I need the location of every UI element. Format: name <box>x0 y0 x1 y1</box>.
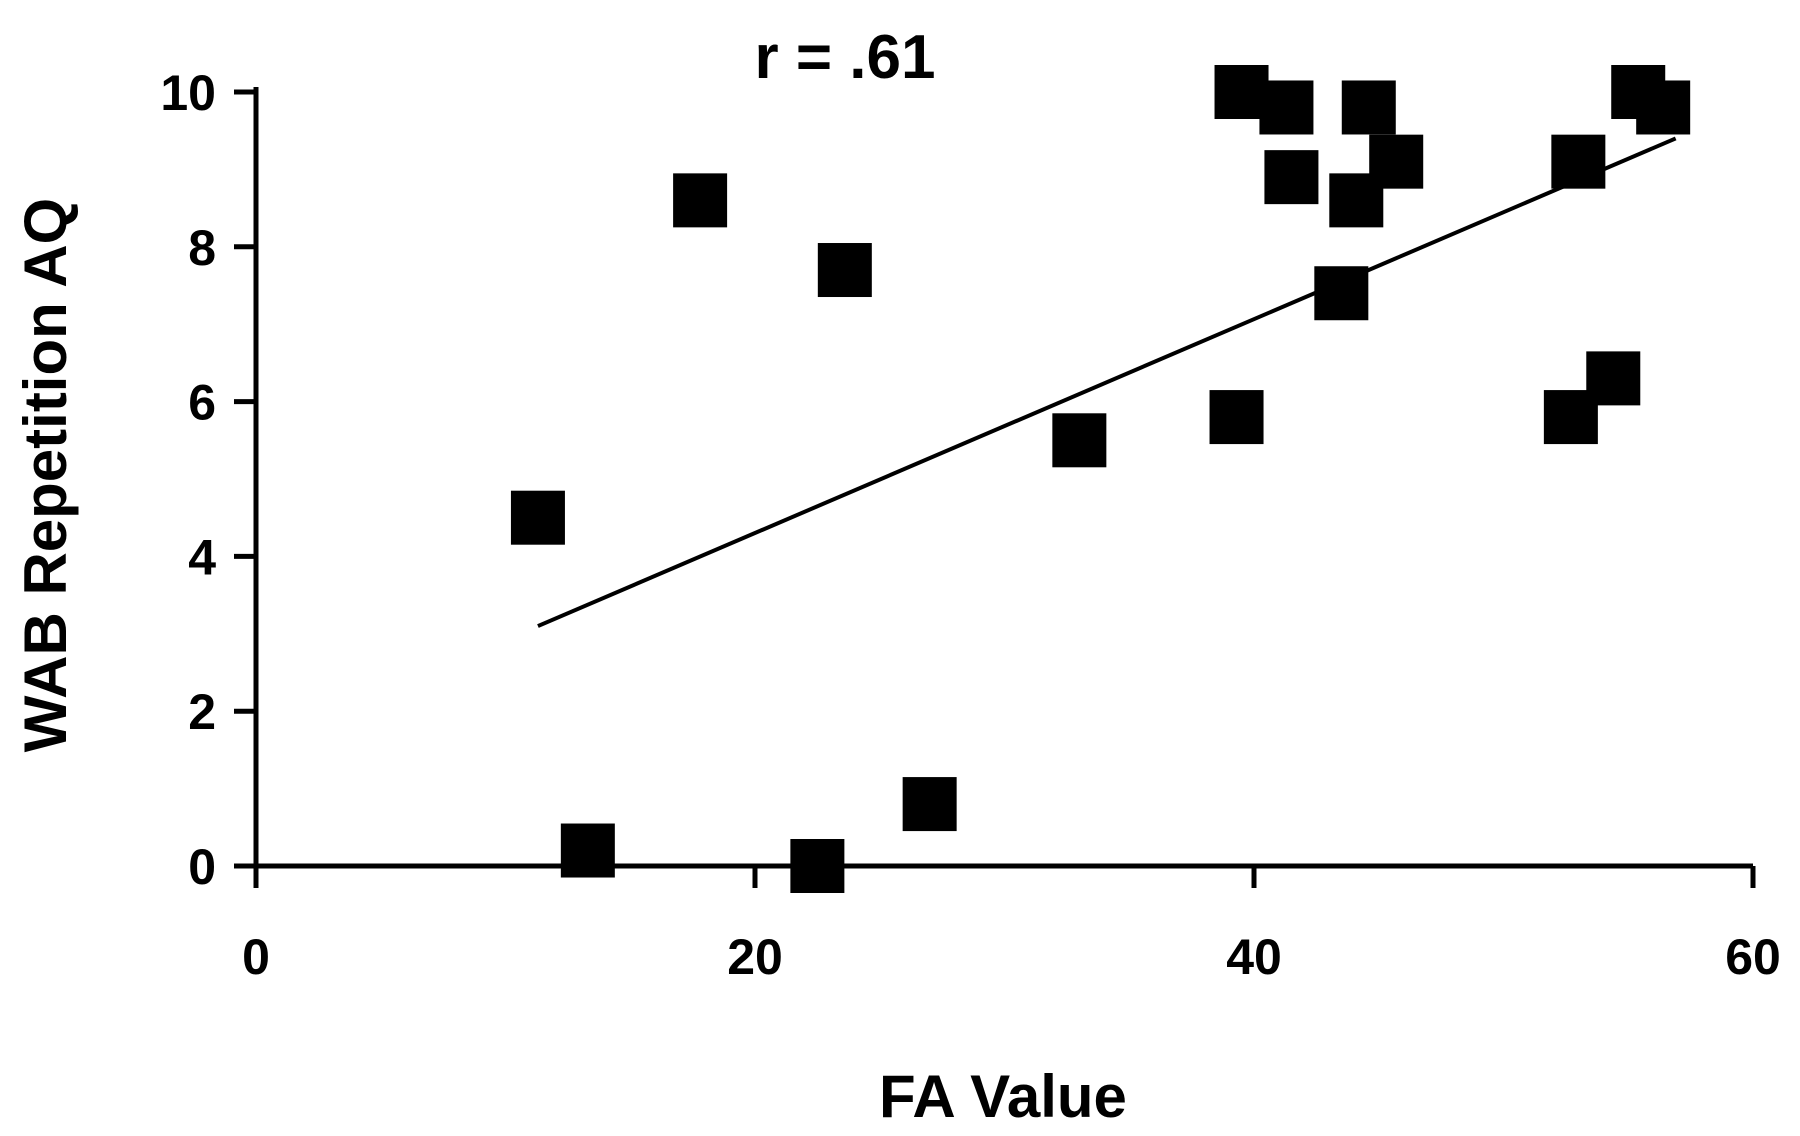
data-point <box>1341 80 1396 135</box>
data-point <box>560 823 615 878</box>
y-ticks: 0 2 4 6 8 10 <box>160 65 256 895</box>
x-tick-label: 20 <box>727 929 783 985</box>
y-tick-label: 10 <box>160 65 216 121</box>
y-axis-title: WAB Repetition AQ <box>12 198 79 752</box>
data-point <box>1259 80 1314 135</box>
correlation-annotation: r = .61 <box>755 23 936 92</box>
y-tick-label: 8 <box>188 220 216 276</box>
data-point <box>817 243 872 298</box>
trendline-group <box>537 136 1677 628</box>
data-point <box>1551 134 1606 189</box>
y-tick-label: 6 <box>188 375 216 431</box>
trendline <box>537 136 1677 628</box>
data-point <box>673 173 728 228</box>
data-points <box>510 65 1691 893</box>
x-ticks: 0 20 40 60 <box>242 866 1781 985</box>
data-point <box>1586 351 1641 406</box>
x-tick-label: 60 <box>1725 929 1781 985</box>
data-point <box>902 777 957 832</box>
y-tick-label: 2 <box>188 684 216 740</box>
data-point <box>1636 80 1691 135</box>
x-axis-title: FA Value <box>879 1063 1127 1130</box>
axes <box>253 87 1753 869</box>
y-tick-label: 0 <box>188 839 216 895</box>
data-point <box>510 490 565 545</box>
x-tick-label: 40 <box>1226 929 1282 985</box>
y-tick-label: 4 <box>188 529 216 585</box>
data-point <box>1052 413 1107 468</box>
data-point <box>1209 390 1264 445</box>
data-point <box>1264 150 1319 205</box>
data-point <box>1369 134 1424 189</box>
data-point <box>790 839 845 893</box>
x-tick-label: 0 <box>242 929 270 985</box>
data-point <box>1314 266 1369 321</box>
